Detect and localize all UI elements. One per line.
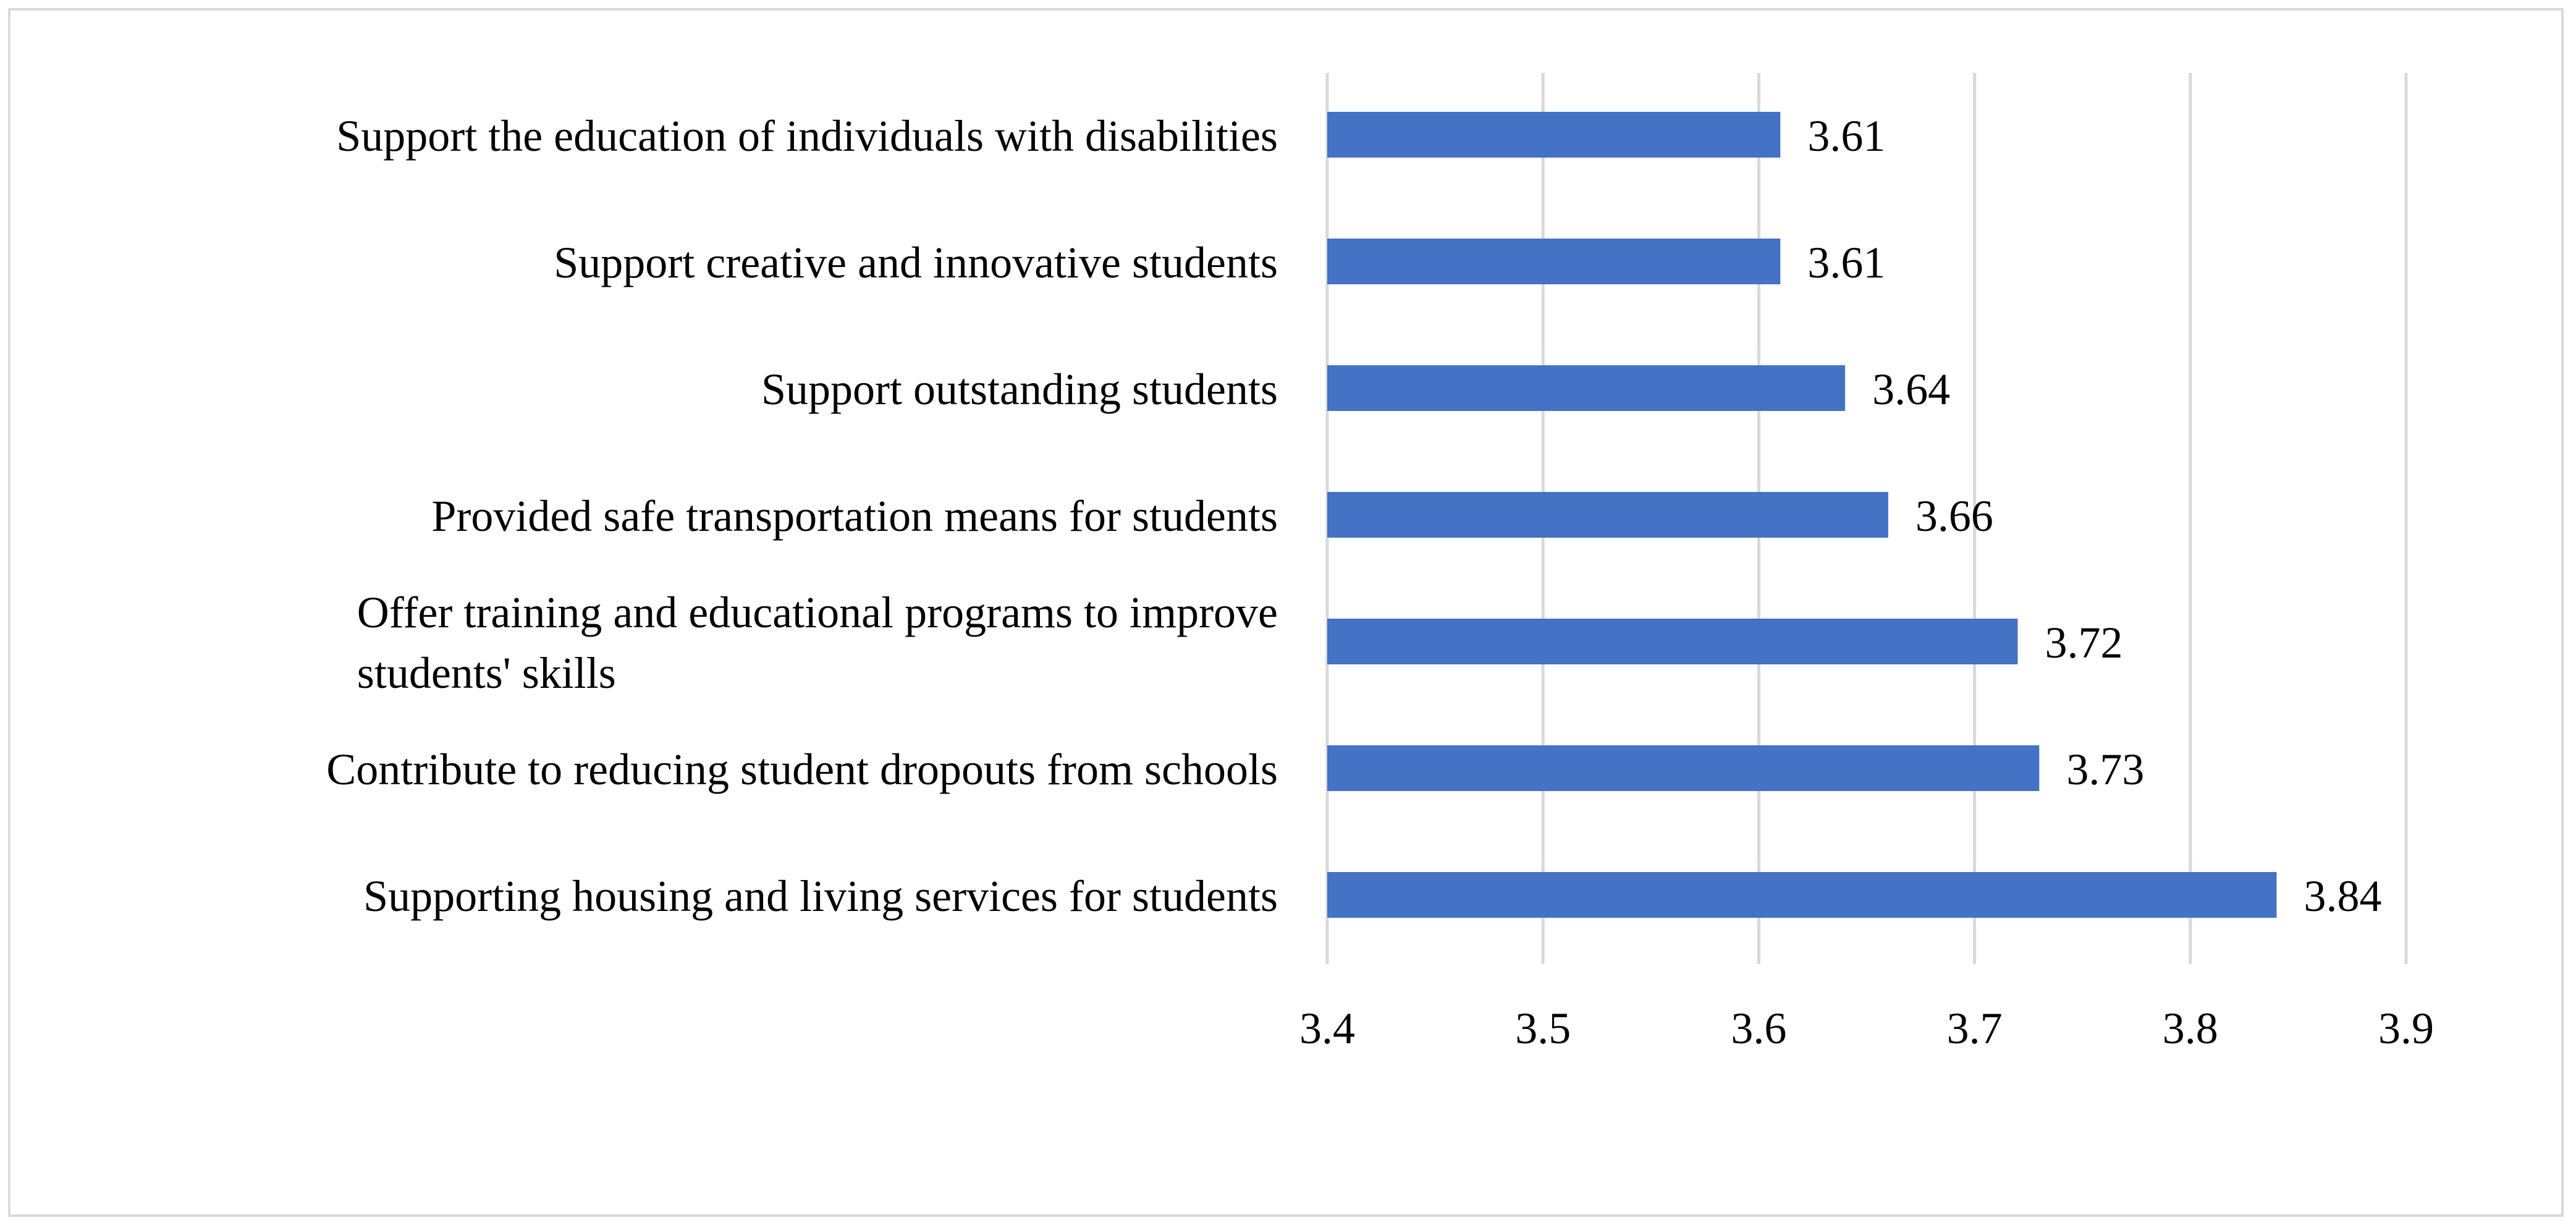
data-label: 3.66 [1915,491,1993,541]
bar [1327,492,1888,538]
data-label: 3.64 [1872,365,1950,414]
x-tick-label: 3.6 [1731,1004,1786,1053]
data-labels: 3.61 3.61 3.64 3.66 3.72 3.73 3.84 [1807,111,2381,921]
category-label: Support creative and innovative students [554,238,1278,287]
category-labels: Support the education of individuals wit… [326,111,1278,921]
chart-frame [8,8,2564,1217]
data-label: 3.73 [2066,745,2144,794]
bar [1327,239,1781,284]
category-label: Support the education of individuals wit… [336,111,1278,161]
category-label: Support outstanding students [761,365,1278,414]
category-label: Offer training and educational programs … [357,588,1278,637]
bar [1327,745,2040,791]
category-label: Contribute to reducing student dropouts … [326,745,1278,794]
data-label: 3.61 [1807,111,1885,161]
bars [1327,112,2277,918]
category-label: Provided safe transportation means for s… [431,491,1278,541]
x-axis-ticks: 3.4 3.5 3.6 3.7 3.8 3.9 [1299,1004,2434,1053]
x-tick-label: 3.8 [2163,1004,2218,1053]
category-label: students' skills [357,648,616,698]
gridlines [1325,73,2408,964]
data-label: 3.84 [2304,871,2381,921]
data-label: 3.72 [2045,618,2122,667]
x-tick-label: 3.7 [1947,1004,2003,1053]
bar [1327,365,1846,411]
x-tick-label: 3.4 [1299,1004,1355,1053]
data-label: 3.61 [1807,238,1885,287]
x-tick-label: 3.5 [1515,1004,1571,1053]
x-tick-label: 3.9 [2378,1004,2434,1053]
bar [1327,872,2277,918]
bar [1327,619,2018,664]
category-label: Supporting housing and living services f… [363,871,1278,921]
bar [1327,112,1781,158]
